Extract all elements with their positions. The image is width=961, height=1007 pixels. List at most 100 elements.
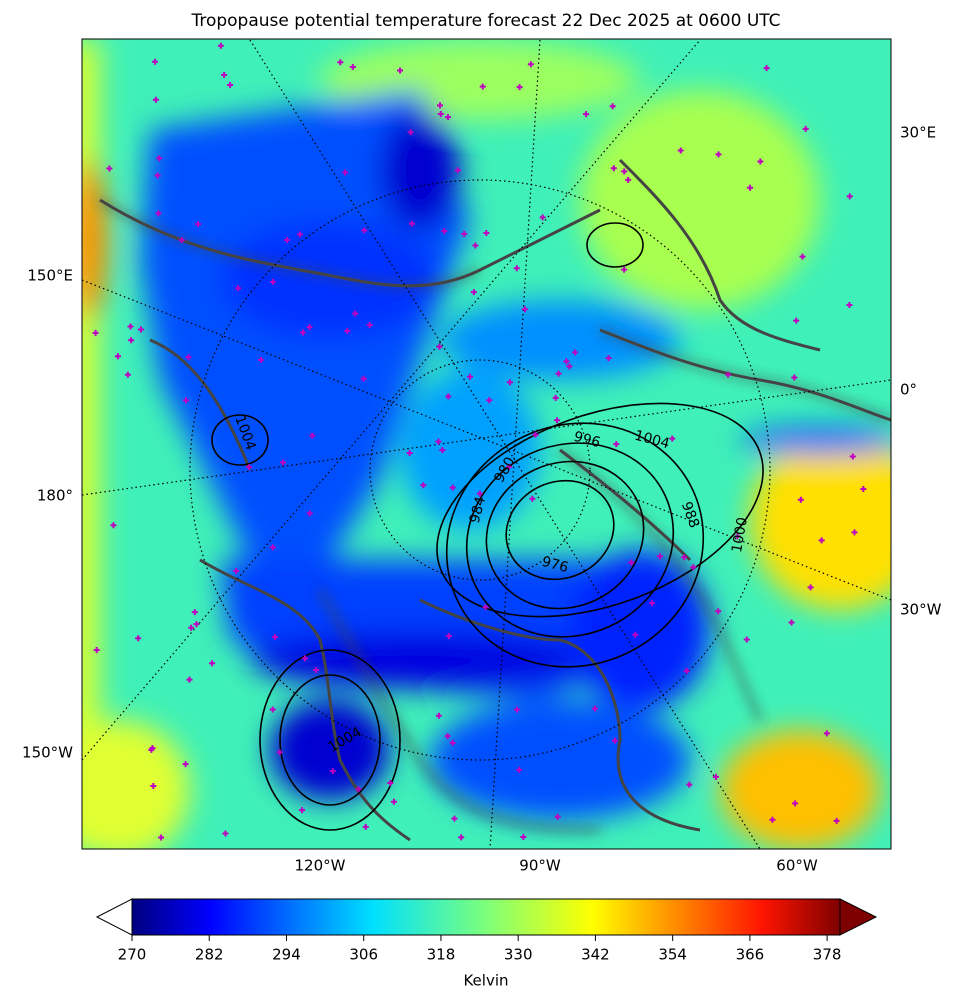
station-marker xyxy=(445,633,452,640)
station-marker xyxy=(681,554,688,561)
station-marker xyxy=(233,568,240,575)
station-marker xyxy=(449,739,456,746)
station-marker xyxy=(520,833,527,840)
station-marker xyxy=(458,834,465,841)
station-marker xyxy=(628,559,635,566)
station-marker xyxy=(246,464,253,471)
station-marker xyxy=(860,485,867,492)
colorbar-tick-label: 270 xyxy=(118,946,147,964)
station-marker xyxy=(313,667,320,674)
station-marker xyxy=(797,496,804,503)
title: Tropopause potential temperature forecas… xyxy=(190,11,780,31)
station-marker xyxy=(715,151,722,158)
station-marker xyxy=(625,176,632,183)
colorbar-tick-label: 306 xyxy=(349,946,378,964)
station-marker xyxy=(467,373,474,380)
station-marker xyxy=(420,482,427,489)
lon-label: 60°W xyxy=(776,857,818,875)
station-marker xyxy=(221,71,228,78)
station-marker xyxy=(387,779,394,786)
contour-label: 984 xyxy=(467,495,489,525)
station-marker xyxy=(763,65,770,72)
station-marker xyxy=(444,733,451,740)
station-marker xyxy=(390,798,397,805)
station-marker xyxy=(449,484,456,491)
station-marker xyxy=(757,158,764,165)
station-marker xyxy=(712,773,719,780)
station-marker xyxy=(155,210,162,217)
station-marker xyxy=(407,129,414,136)
station-marker xyxy=(613,441,620,448)
station-marker xyxy=(521,306,528,313)
station-marker xyxy=(792,800,799,807)
station-marker xyxy=(725,371,732,378)
station-marker xyxy=(222,830,229,837)
station-marker xyxy=(482,604,489,611)
station-marker xyxy=(397,67,404,74)
station-marker xyxy=(554,813,561,820)
station-marker xyxy=(195,221,202,228)
station-marker xyxy=(788,619,795,626)
station-marker xyxy=(152,96,159,103)
station-marker xyxy=(807,584,814,591)
lon-label: 30°W xyxy=(900,601,942,619)
station-marker xyxy=(148,746,155,753)
contour-label: 1000 xyxy=(729,516,751,554)
station-marker xyxy=(106,165,113,172)
station-marker xyxy=(715,608,722,615)
station-marker xyxy=(791,374,798,381)
station-marker xyxy=(846,301,853,308)
station-marker xyxy=(516,766,523,773)
colorbar-tick-label: 330 xyxy=(504,946,533,964)
station-marker xyxy=(683,667,690,674)
station-marker xyxy=(532,431,539,438)
lon-label: 90°W xyxy=(519,857,561,875)
station-marker xyxy=(128,337,135,344)
contour-label: 976 xyxy=(540,554,570,576)
station-marker xyxy=(93,647,100,654)
lon-label: 150°E xyxy=(27,267,73,285)
station-marker xyxy=(269,544,276,551)
station-marker xyxy=(506,379,513,386)
station-marker xyxy=(276,749,283,756)
station-marker xyxy=(605,355,612,362)
station-marker xyxy=(178,237,185,244)
station-marker xyxy=(300,329,307,336)
station-marker xyxy=(649,600,656,607)
station-marker xyxy=(621,266,628,273)
station-marker xyxy=(361,227,368,234)
station-marker xyxy=(235,285,242,292)
station-marker xyxy=(793,317,800,324)
station-marker xyxy=(479,83,486,90)
station-marker xyxy=(445,393,452,400)
station-marker xyxy=(342,169,349,176)
lon-label: 180° xyxy=(37,487,73,505)
station-marker xyxy=(851,529,858,536)
station-marker xyxy=(747,184,754,191)
station-marker xyxy=(476,490,483,497)
station-marker xyxy=(513,706,520,713)
station-marker xyxy=(486,397,493,404)
station-marker xyxy=(527,61,534,68)
station-marker xyxy=(185,354,192,361)
lon-label: 150°W xyxy=(22,744,73,762)
station-marker xyxy=(849,453,856,460)
station-marker xyxy=(470,289,477,296)
station-marker xyxy=(299,807,306,814)
colorbar-tick-label: 354 xyxy=(658,946,687,964)
station-marker xyxy=(362,823,369,830)
lon-label: 30°E xyxy=(900,124,936,142)
station-marker xyxy=(513,265,520,272)
station-marker xyxy=(406,449,413,456)
colorbar-tick-label: 294 xyxy=(272,946,301,964)
station-marker xyxy=(436,343,443,350)
station-marker xyxy=(209,660,216,667)
station-marker xyxy=(360,375,367,382)
station-marker xyxy=(270,278,277,285)
station-marker xyxy=(269,706,276,713)
station-marker xyxy=(516,84,523,91)
station-marker xyxy=(344,327,351,334)
station-marker xyxy=(408,220,415,227)
station-marker xyxy=(309,432,316,439)
